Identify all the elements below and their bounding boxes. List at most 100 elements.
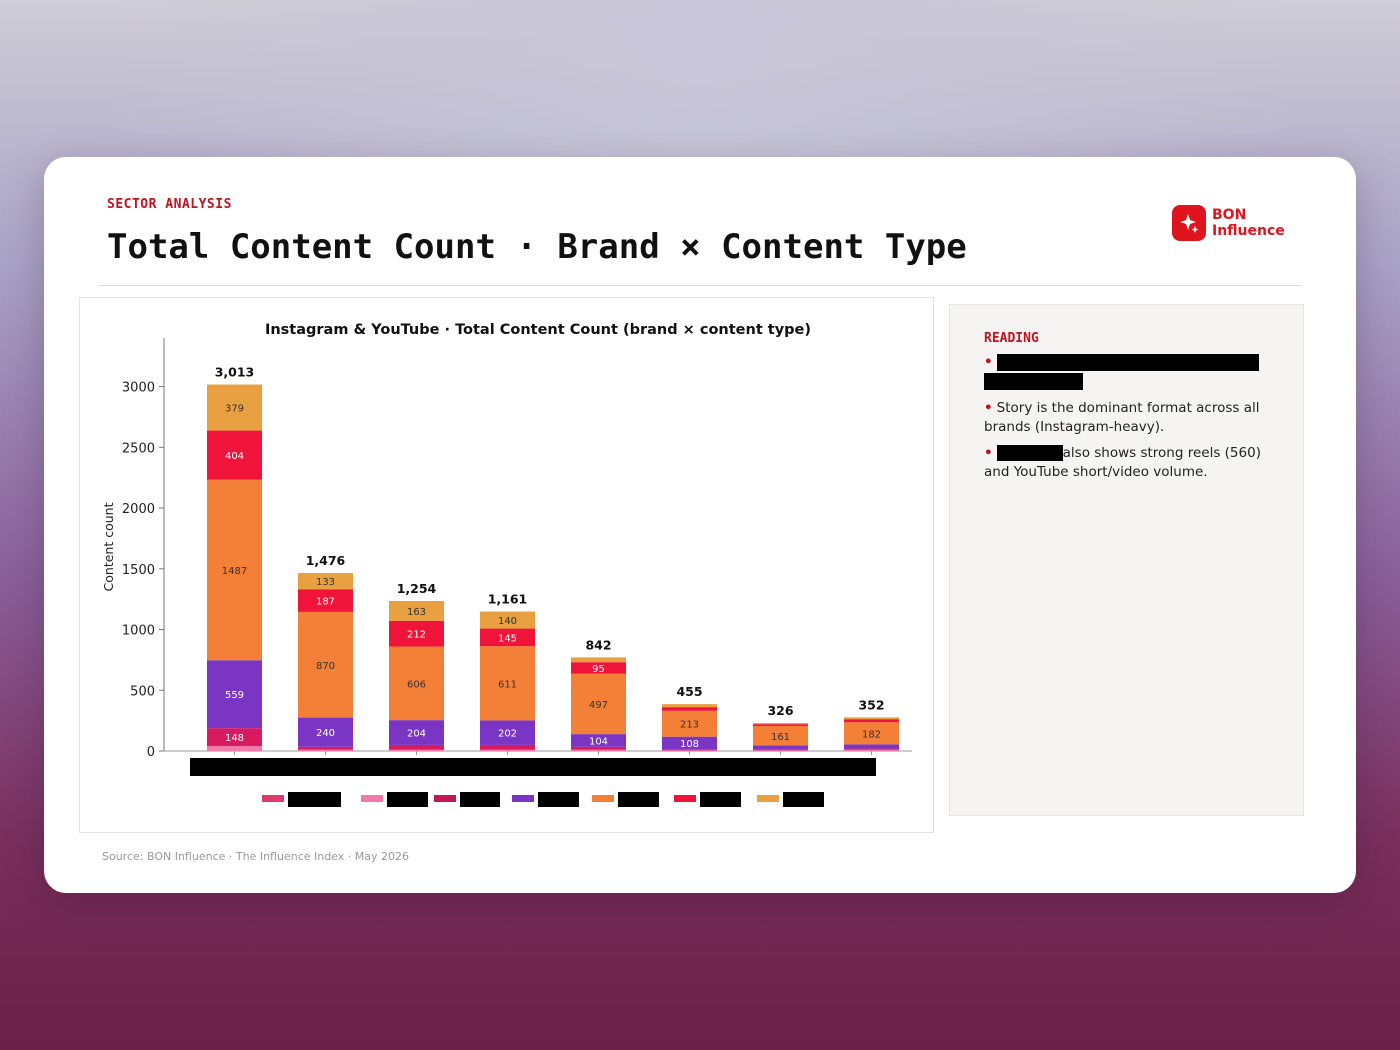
bar-segment [298, 717, 353, 747]
bar-segment [207, 479, 262, 661]
segment-label: 497 [589, 700, 608, 711]
chart-title: Instagram & YouTube · Total Content Coun… [265, 322, 811, 338]
bar-segment [480, 720, 535, 745]
redaction-bar [996, 445, 1063, 461]
bar-segment [207, 430, 262, 480]
bar-segment [662, 707, 717, 711]
bar-segment [207, 746, 262, 751]
segment-label: 404 [225, 451, 244, 462]
bar-segment [480, 744, 535, 750]
section-eyebrow: SECTOR ANALYSIS [107, 197, 232, 212]
logo-line-2: Influence [1212, 223, 1285, 239]
bar-segment [571, 749, 626, 751]
bar-segment [662, 749, 717, 751]
bar-segment [844, 744, 899, 749]
bar-segment [753, 749, 808, 751]
bar-segment [571, 673, 626, 735]
bar-total-label: 1,476 [306, 553, 346, 568]
header-divider [98, 285, 1302, 286]
bar-total-label: 1,254 [397, 581, 437, 596]
y-tick-label: 1000 [122, 624, 155, 639]
legend-swatch [512, 795, 534, 802]
legend-swatch [674, 795, 696, 802]
bar-segment [753, 750, 808, 751]
legend-swatch [592, 795, 614, 802]
bar-segment [480, 611, 535, 629]
bar-segment [571, 657, 626, 663]
y-tick-label: 500 [130, 684, 155, 699]
segment-label: 204 [407, 729, 426, 740]
bar-segment [480, 749, 535, 751]
bar-segment [753, 724, 808, 726]
page-title: Total Content Count · Brand × Content Ty… [107, 227, 967, 267]
segment-label: 187 [316, 597, 335, 608]
source-note: Source: BON Influence · The Influence In… [102, 850, 410, 863]
bar-segment [207, 384, 262, 431]
reading-bullet-1: • [984, 353, 1274, 391]
y-tick-label: 1500 [122, 563, 155, 578]
segment-label: 240 [316, 728, 335, 739]
y-tick-label: 0 [147, 745, 155, 760]
segment-label: 611 [498, 679, 517, 690]
bar-segment [844, 722, 899, 745]
y-tick-label: 2500 [122, 441, 155, 456]
legend-label-redacted [783, 792, 824, 807]
bar-total-label: 455 [676, 684, 702, 699]
legend-swatch [757, 795, 779, 802]
segment-label: 161 [771, 732, 790, 743]
reading-bullet-3: • also shows strong reels (560) and YouTu… [984, 445, 1261, 480]
bar-segment [389, 600, 444, 621]
chart-panel: Instagram & YouTube · Total Content Coun… [79, 297, 934, 833]
segment-label: 212 [407, 630, 426, 641]
bar-segment [844, 719, 899, 723]
segment-label: 606 [407, 679, 426, 690]
logo-line-1: BON [1212, 207, 1247, 223]
legend-swatch [262, 795, 284, 802]
bar-segment [389, 620, 444, 647]
bar-total-label: 326 [767, 703, 793, 718]
bar-segment [207, 660, 262, 729]
legend-swatch [361, 795, 383, 802]
bar-segment [662, 736, 717, 750]
reading-panel: READING • • Story is the dominant format … [949, 304, 1304, 816]
reading-bullet-2: • Story is the dominant format across all… [984, 400, 1260, 435]
legend-label-redacted [538, 792, 579, 807]
bar-segment [844, 717, 899, 720]
y-tick-label: 2000 [122, 502, 155, 517]
bar-segment [662, 750, 717, 751]
bar-segment [389, 720, 444, 745]
segment-label: 148 [225, 733, 244, 744]
bar-segment [298, 573, 353, 590]
stacked-bar-chart: Instagram & YouTube · Total Content Coun… [101, 322, 912, 807]
bar-segment [753, 722, 808, 725]
legend-label-redacted [618, 792, 659, 807]
redaction-bar [984, 373, 1083, 390]
bar-segment [844, 749, 899, 751]
bar-segment [571, 746, 626, 750]
segment-label: 104 [589, 736, 608, 747]
bar-segment [480, 646, 535, 721]
bar-segment [389, 646, 444, 721]
segment-label: 870 [316, 661, 335, 672]
segment-label: 133 [316, 577, 335, 588]
segment-label: 213 [680, 720, 699, 731]
bar-total-label: 842 [585, 637, 611, 652]
bar-total-label: 352 [858, 697, 884, 712]
bar-segment [298, 611, 353, 718]
y-axis-label: Content count [101, 502, 116, 591]
bar-segment [389, 744, 444, 750]
segment-label: 140 [498, 616, 517, 627]
bar-segment [298, 749, 353, 751]
segment-label: 379 [225, 404, 244, 415]
legend-label-redacted [460, 792, 500, 807]
legend-swatch [434, 795, 456, 802]
bar-segment [844, 748, 899, 750]
segment-label: 182 [862, 729, 881, 740]
bar-segment [480, 628, 535, 647]
segment-label: 1487 [222, 566, 247, 577]
bar-segment [662, 710, 717, 737]
sparkle-icon [1172, 205, 1206, 241]
reading-bullet-3-text: also shows strong reels (560) and YouTub… [984, 445, 1261, 480]
bar-segment [207, 728, 262, 747]
legend-label-redacted [288, 792, 341, 807]
